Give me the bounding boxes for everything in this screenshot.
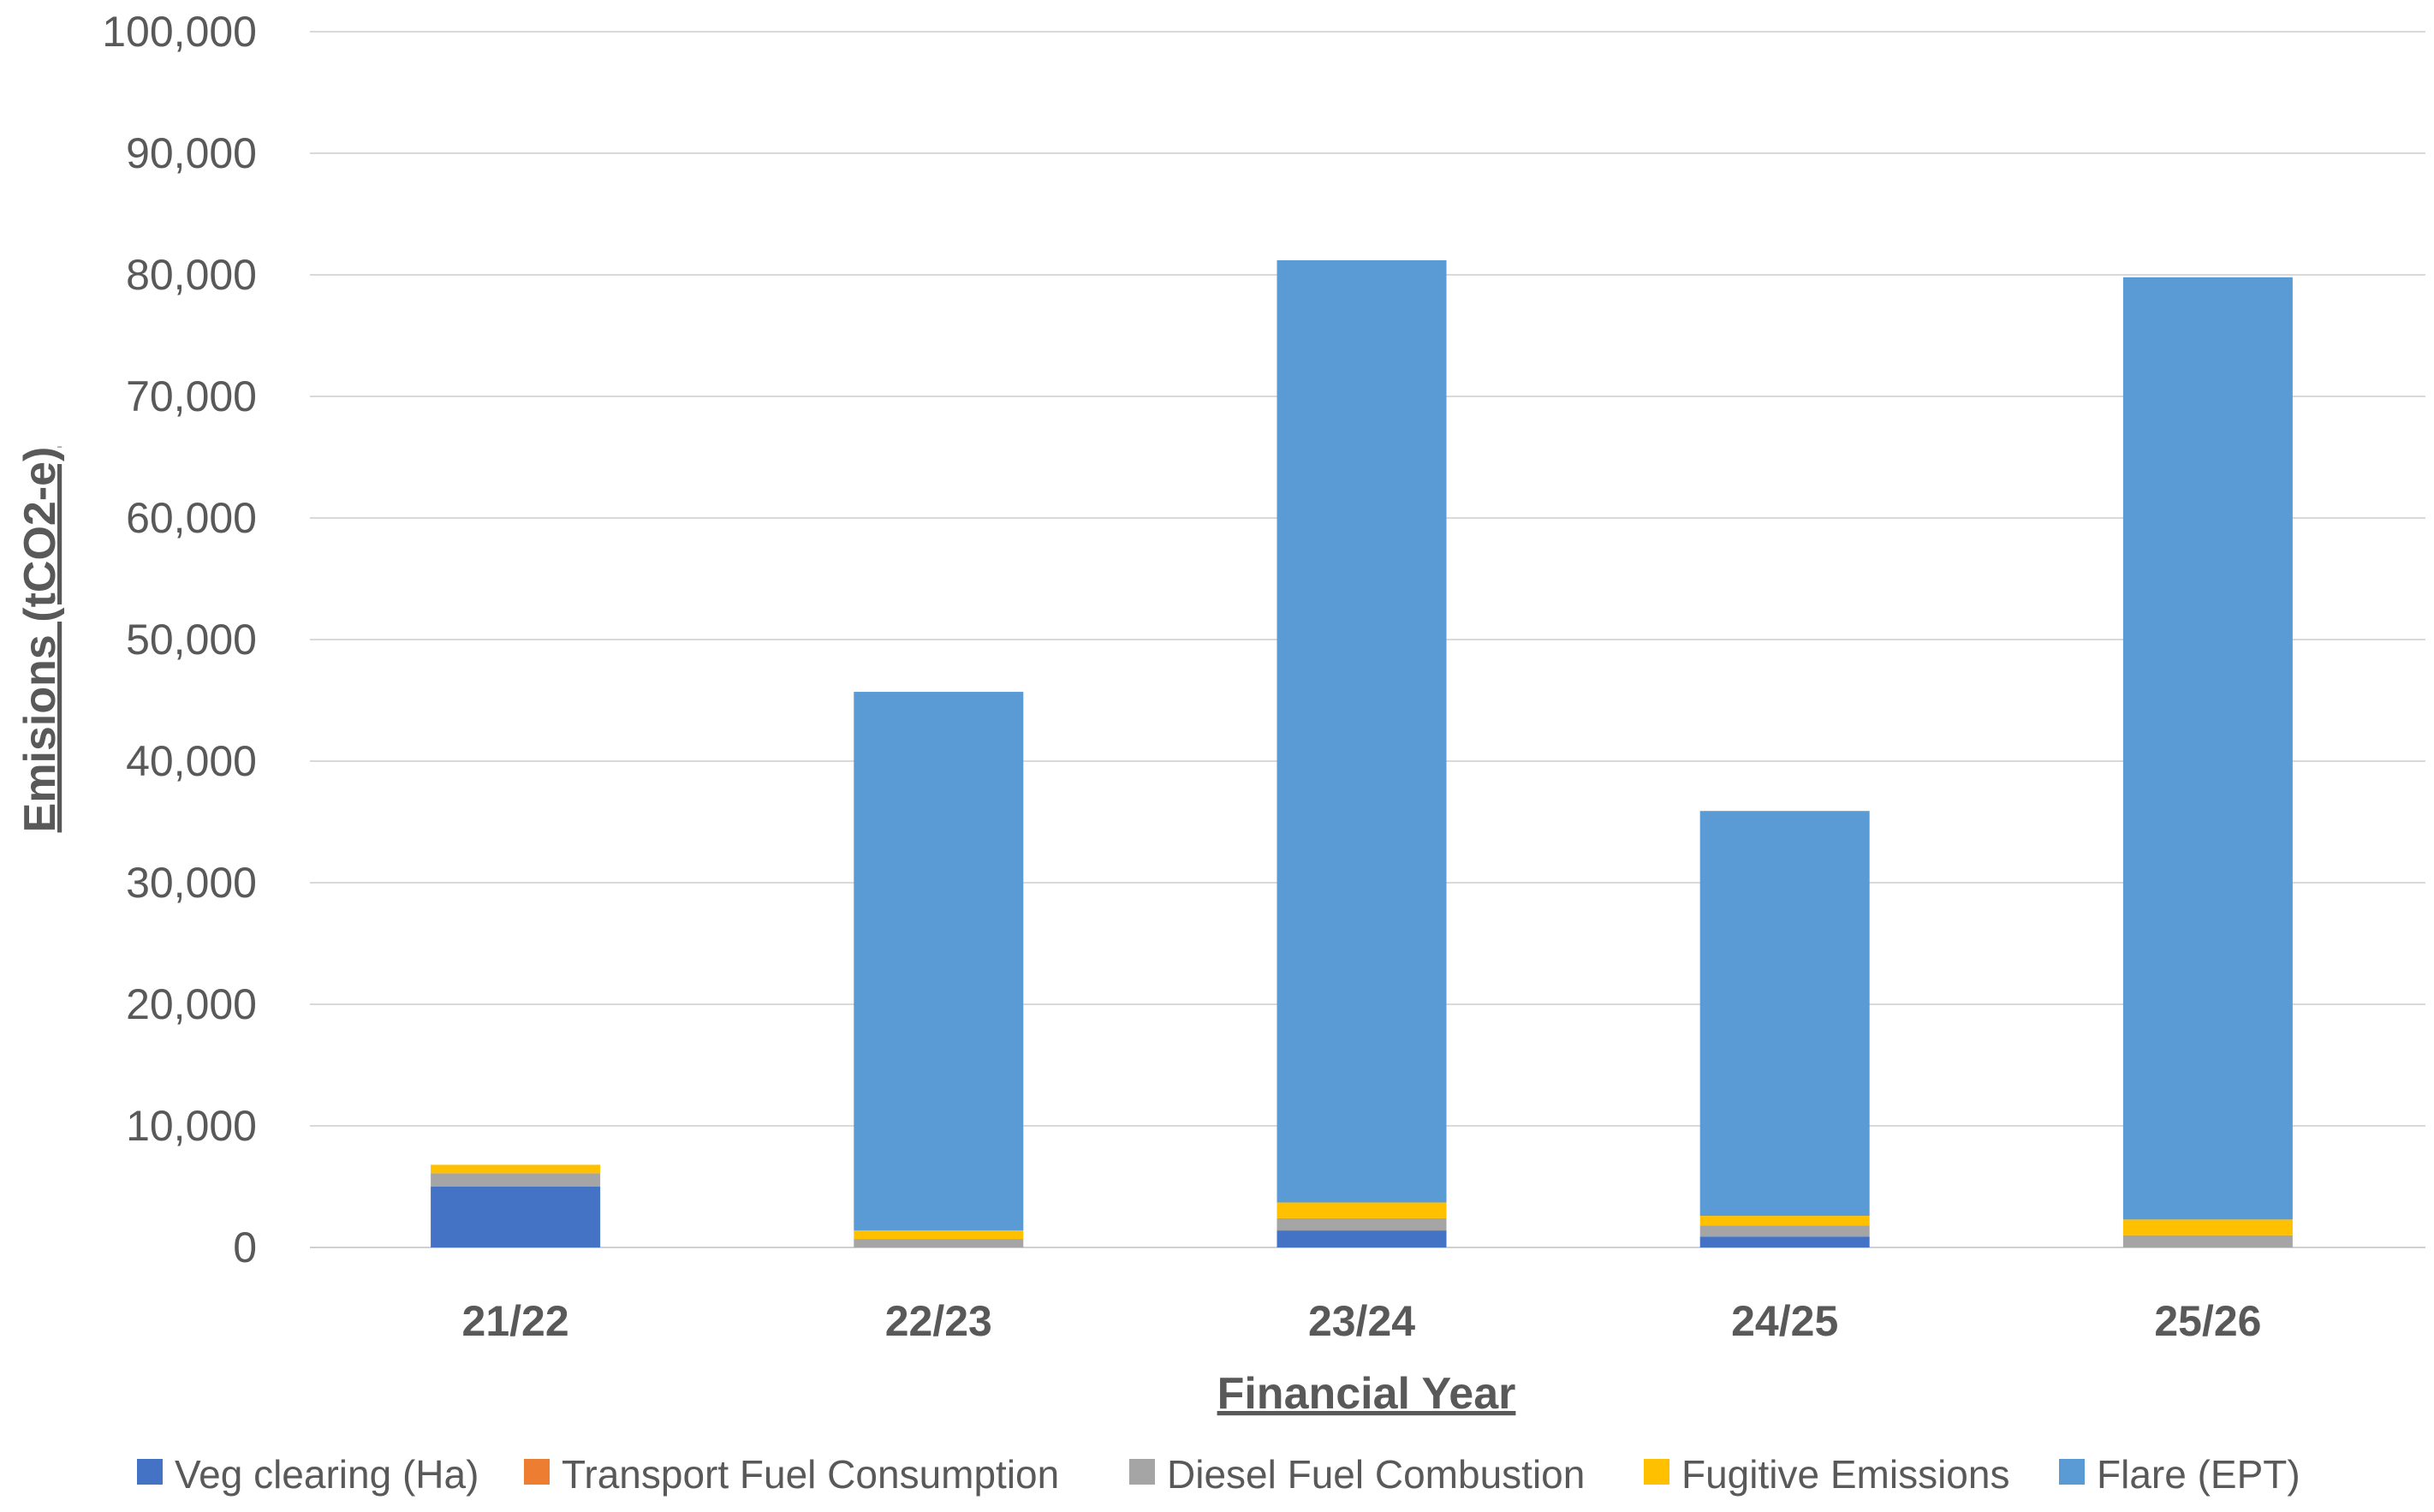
- legend-label: Diesel Fuel Combustion: [1167, 1452, 1585, 1497]
- legend-label: Veg clearing (Ha): [175, 1452, 479, 1497]
- bar-segment: [1277, 1230, 1447, 1247]
- y-axis-title: Emisions (tCO2-e): [15, 447, 65, 833]
- legend-swatch: [137, 1459, 163, 1485]
- legend-swatch: [1644, 1459, 1669, 1485]
- x-axis-title: Financial Year: [1217, 1369, 1516, 1419]
- bar-segment: [431, 1173, 601, 1187]
- y-tick-label: 0: [233, 1223, 257, 1271]
- y-tick-label: 80,000: [126, 251, 257, 299]
- bar-segment: [1277, 1202, 1447, 1218]
- bar-segment: [2122, 1219, 2293, 1235]
- bar-segment: [1699, 1216, 1870, 1226]
- bar-segment: [1277, 1217, 1447, 1231]
- y-axis-ticks: 0 10,000 20,000 30,000 40,000 50,000 60,000 70,…: [102, 8, 257, 1271]
- legend-label: Transport Fuel Consumption: [562, 1452, 1059, 1497]
- y-tick-label: 90,000: [126, 129, 257, 177]
- legend-swatch: [1129, 1459, 1155, 1485]
- bar-segment: [431, 1187, 601, 1247]
- bar-segment: [1699, 1225, 1870, 1237]
- legend: Veg clearing (Ha) Transport Fuel Consumpt…: [137, 1452, 2300, 1497]
- x-tick-label: 23/24: [1308, 1297, 1415, 1345]
- bar-segment: [1699, 1236, 1870, 1247]
- legend-label: Flare (EPT): [2097, 1452, 2300, 1497]
- bar-segment: [2122, 277, 2293, 1220]
- bars: [431, 259, 2293, 1247]
- y-tick-label: 60,000: [126, 494, 257, 542]
- y-tick-label: 50,000: [126, 616, 257, 664]
- y-tick-label: 100,000: [102, 8, 257, 56]
- x-tick-label: 21/22: [462, 1297, 569, 1345]
- x-tick-label: 25/26: [2154, 1297, 2261, 1345]
- y-tick-label: 20,000: [126, 980, 257, 1028]
- x-tick-label: 24/25: [1731, 1297, 1838, 1345]
- y-tick-label: 40,000: [126, 737, 257, 785]
- bar-segment: [2122, 1235, 2293, 1247]
- bar-segment: [1277, 259, 1447, 1203]
- x-axis-ticks: 21/22 22/23 23/24 24/25 25/26: [462, 1297, 2262, 1345]
- bar-segment: [1699, 811, 1870, 1217]
- bar-segment: [431, 1164, 601, 1174]
- legend-swatch: [524, 1459, 550, 1485]
- bar-segment: [854, 1239, 1024, 1247]
- y-tick-label: 10,000: [126, 1102, 257, 1150]
- bar-segment: [854, 1230, 1024, 1240]
- x-tick-label: 22/23: [885, 1297, 992, 1345]
- y-tick-label: 70,000: [126, 372, 257, 420]
- bar-segment: [854, 692, 1024, 1231]
- y-tick-label: 30,000: [126, 859, 257, 907]
- legend-swatch: [2059, 1459, 2085, 1485]
- legend-label: Fugitive Emissions: [1681, 1452, 2009, 1497]
